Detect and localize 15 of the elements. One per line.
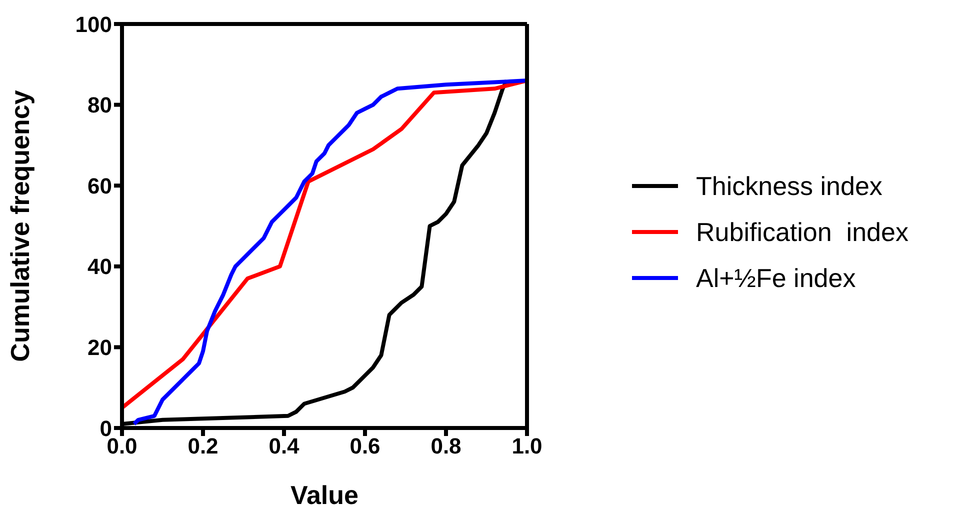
y-tick-label: 60 (88, 173, 112, 198)
y-tick-label: 80 (88, 92, 112, 118)
legend-label: Al+½Fe index (696, 262, 856, 294)
y-axis-title: Cumulative frequency (5, 90, 36, 362)
x-tick-label: 0.6 (350, 434, 380, 459)
x-tick-label: 0.4 (268, 434, 300, 459)
y-tick-label: 20 (88, 335, 112, 360)
x-tick-label: 1.0 (512, 434, 542, 459)
x-tick-label: 0.2 (188, 434, 218, 459)
legend-label: Thickness index (696, 170, 882, 202)
x-tick-label: 0.8 (430, 434, 462, 459)
legend-label: Rubification index (696, 216, 908, 248)
y-tick-label: 100 (75, 12, 112, 37)
x-axis-title: Value (290, 480, 358, 510)
y-tick-label: 40 (88, 254, 112, 280)
